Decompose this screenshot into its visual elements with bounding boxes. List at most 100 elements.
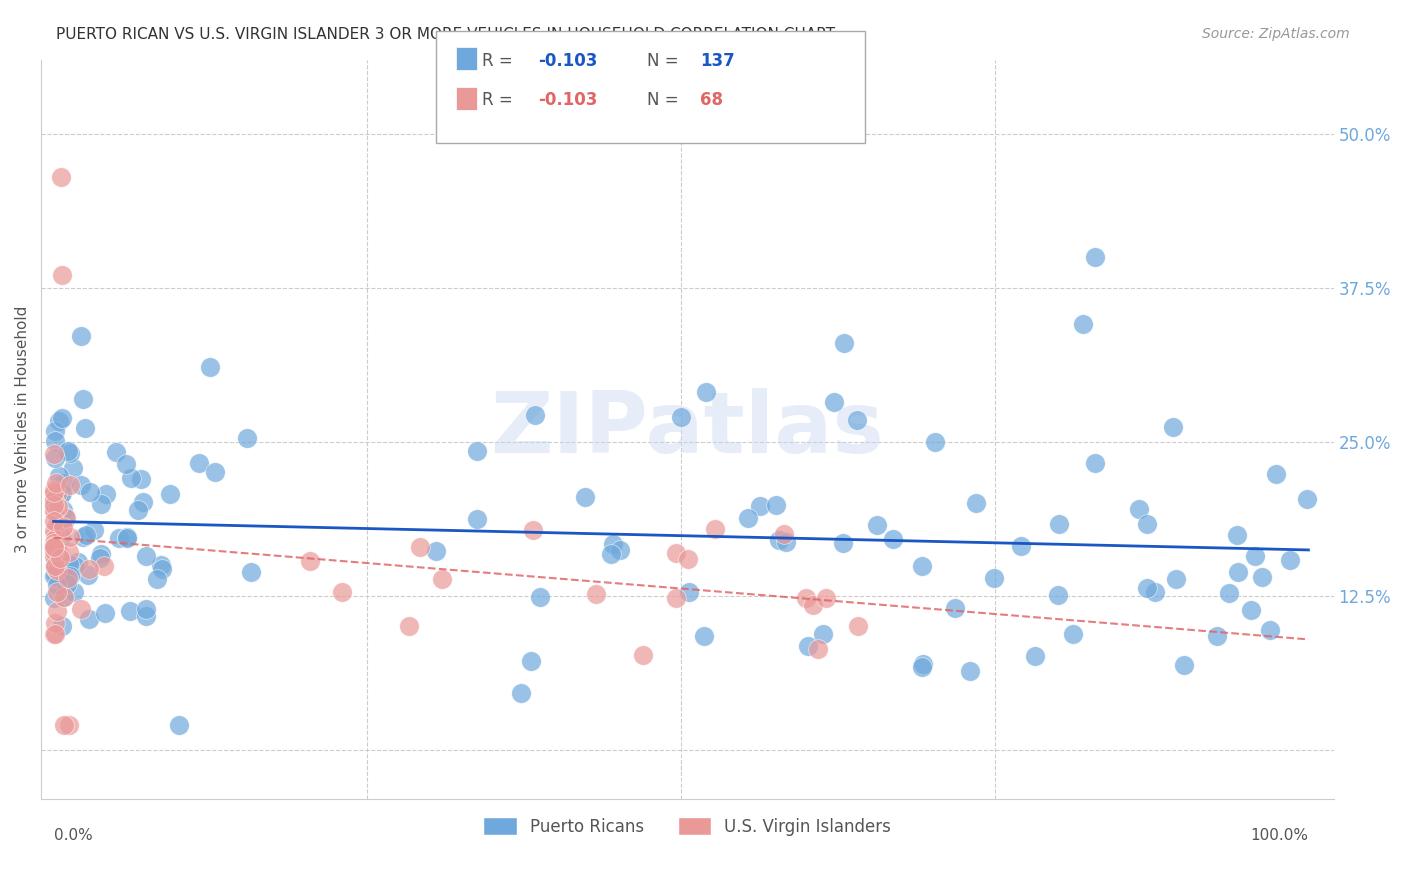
- Legend: Puerto Ricans, U.S. Virgin Islanders: Puerto Ricans, U.S. Virgin Islanders: [477, 811, 898, 842]
- Point: [924, 434, 946, 449]
- Y-axis label: 3 or more Vehicles in Household: 3 or more Vehicles in Household: [15, 306, 30, 553]
- Point: [55, 510, 77, 524]
- Point: [49, 530, 72, 544]
- Point: [44, 525, 66, 540]
- Point: [911, 558, 934, 573]
- Point: [44, 532, 66, 546]
- Point: [42, 504, 65, 518]
- Point: [73, 421, 96, 435]
- Point: [70, 601, 93, 615]
- Point: [52, 718, 75, 732]
- Point: [44, 450, 66, 465]
- Point: [204, 465, 226, 479]
- Point: [90, 497, 112, 511]
- Point: [45, 578, 67, 592]
- Point: [465, 444, 488, 458]
- Point: [465, 511, 488, 525]
- Point: [1062, 626, 1084, 640]
- Point: [77, 562, 100, 576]
- Point: [807, 642, 830, 657]
- Point: [198, 360, 221, 375]
- Point: [44, 500, 66, 514]
- Point: [42, 524, 65, 539]
- Point: [52, 520, 75, 534]
- Point: [46, 500, 69, 514]
- Point: [56, 577, 79, 591]
- Point: [77, 612, 100, 626]
- Point: [42, 494, 65, 508]
- Point: [72, 392, 94, 406]
- Point: [823, 394, 845, 409]
- Point: [48, 513, 70, 527]
- Text: ZIPatlas: ZIPatlas: [491, 388, 884, 471]
- Point: [797, 639, 820, 653]
- Point: [76, 567, 98, 582]
- Point: [135, 602, 157, 616]
- Point: [44, 434, 66, 448]
- Point: [1136, 581, 1159, 595]
- Point: [44, 540, 66, 554]
- Point: [959, 664, 981, 678]
- Point: [1128, 502, 1150, 516]
- Point: [132, 495, 155, 509]
- Point: [1173, 657, 1195, 672]
- Point: [1243, 549, 1265, 563]
- Point: [602, 536, 624, 550]
- Point: [44, 551, 66, 566]
- Point: [42, 447, 65, 461]
- Point: [42, 568, 65, 582]
- Point: [115, 531, 138, 545]
- Point: [45, 475, 67, 490]
- Text: 0.0%: 0.0%: [53, 829, 93, 844]
- Point: [89, 551, 111, 566]
- Text: 100.0%: 100.0%: [1250, 829, 1309, 844]
- Point: [44, 531, 66, 545]
- Text: -0.103: -0.103: [538, 91, 598, 109]
- Point: [1218, 586, 1240, 600]
- Point: [1206, 629, 1229, 643]
- Point: [104, 445, 127, 459]
- Point: [44, 566, 66, 580]
- Point: [46, 604, 69, 618]
- Point: [53, 509, 76, 524]
- Point: [48, 413, 70, 427]
- Text: N =: N =: [647, 52, 683, 70]
- Point: [703, 522, 725, 536]
- Point: [1084, 250, 1107, 264]
- Point: [46, 543, 69, 558]
- Point: [44, 558, 66, 572]
- Point: [49, 549, 72, 563]
- Point: [299, 554, 322, 568]
- Point: [59, 478, 82, 492]
- Point: [90, 547, 112, 561]
- Point: [523, 409, 546, 423]
- Point: [79, 485, 101, 500]
- Point: [59, 446, 82, 460]
- Point: [42, 514, 65, 528]
- Point: [93, 606, 115, 620]
- Point: [59, 530, 82, 544]
- Point: [58, 558, 80, 572]
- Point: [1144, 584, 1167, 599]
- Text: R =: R =: [482, 52, 519, 70]
- Point: [188, 456, 211, 470]
- Point: [882, 532, 904, 546]
- Point: [96, 487, 118, 501]
- Point: [49, 489, 72, 503]
- Point: [574, 490, 596, 504]
- Point: [678, 584, 700, 599]
- Point: [665, 546, 688, 560]
- Point: [44, 540, 66, 554]
- Point: [45, 502, 67, 516]
- Point: [44, 616, 66, 631]
- Point: [63, 585, 86, 599]
- Point: [430, 572, 453, 586]
- Point: [146, 572, 169, 586]
- Point: [52, 590, 75, 604]
- Point: [765, 498, 787, 512]
- Point: [44, 561, 66, 575]
- Point: [609, 542, 631, 557]
- Point: [815, 591, 838, 605]
- Point: [44, 424, 66, 438]
- Point: [66, 556, 89, 570]
